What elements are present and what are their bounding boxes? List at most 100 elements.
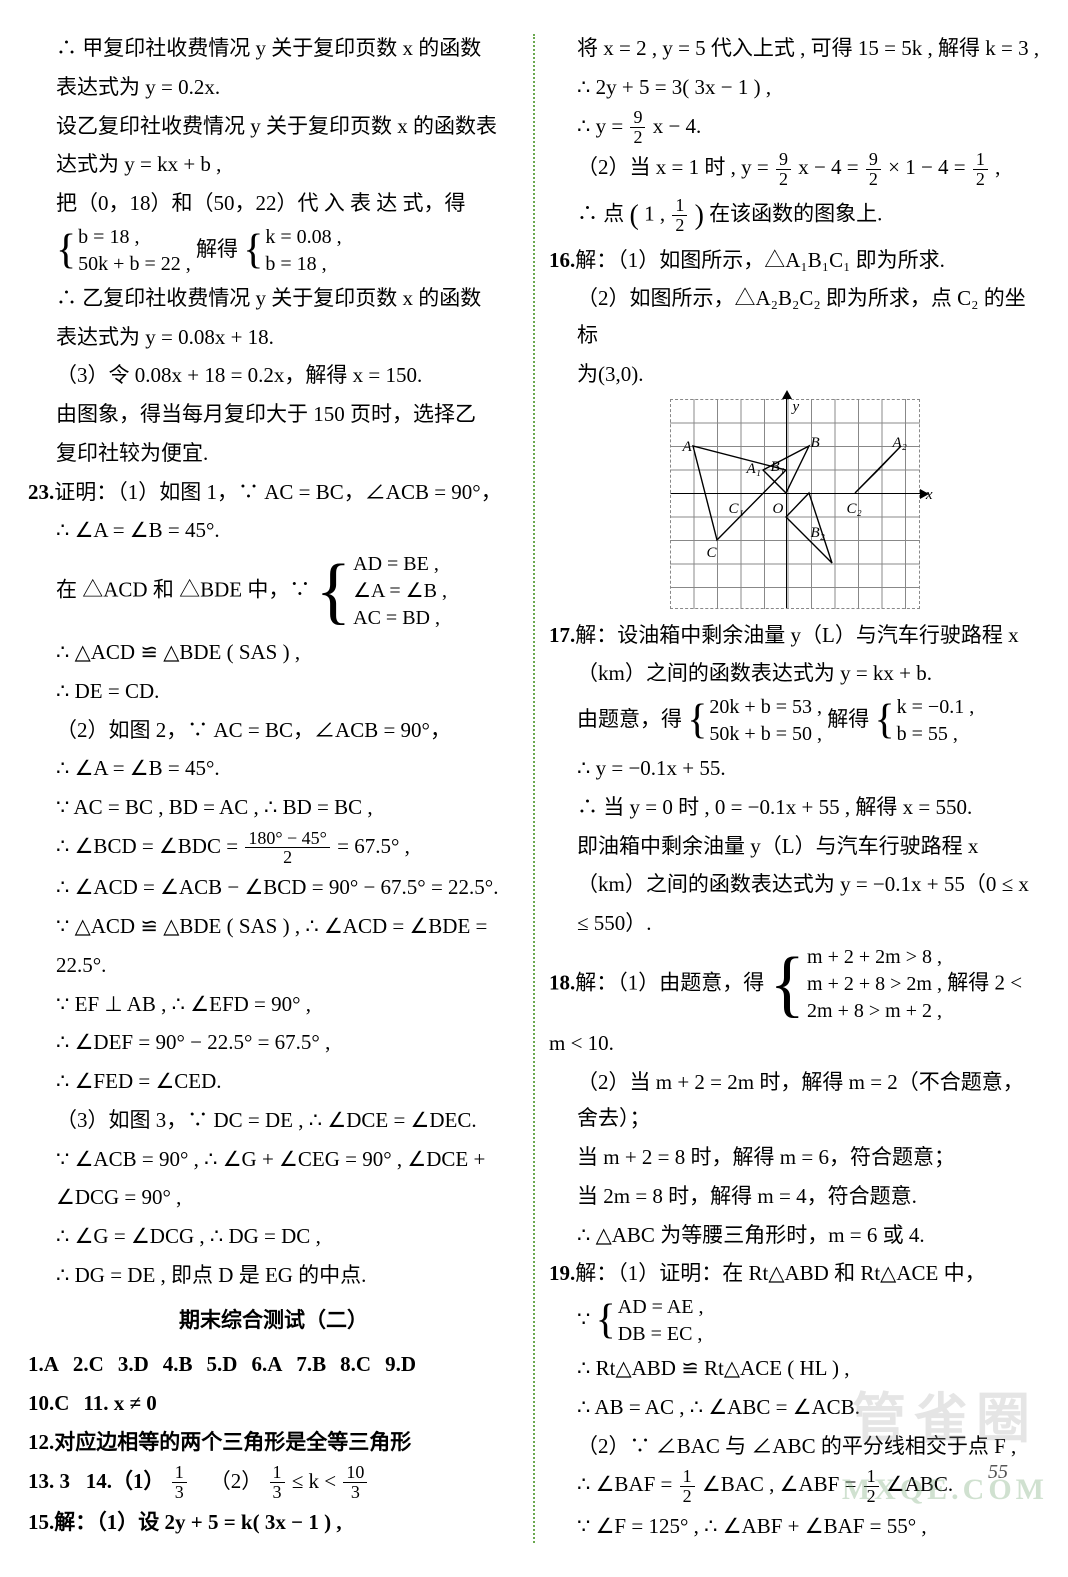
text: ∴ ∠DEF = 90° − 22.5° = 67.5° , bbox=[28, 1024, 519, 1061]
q16: 16.解：（1）如图所示，△A₁B₁C₁ 即为所求. bbox=[549, 242, 1040, 279]
text: 设乙复印社收费情况 y 关于复印页数 x 的函数表 bbox=[28, 108, 519, 145]
text: ∵ ∠F = 125° , ∴ ∠ABF + ∠BAF = 55° , bbox=[549, 1508, 1040, 1545]
ans: 8.C bbox=[340, 1346, 371, 1383]
text: ∴ ∠BCD = ∠BDC = 180° − 45°2 = 67.5° , bbox=[28, 828, 519, 868]
text: 达式为 y = kx + b , bbox=[28, 146, 519, 183]
text: （3）令 0.08x + 18 = 0.2x，解得 x = 150. bbox=[28, 357, 519, 394]
text: 将 x = 2 , y = 5 代入上式 , 可得 15 = 5k , 解得 k… bbox=[549, 30, 1040, 67]
coordinate-grid-figure: y x O A B₁ C A₁ B C₁ A₂ B₂ C₂ bbox=[670, 399, 920, 609]
text: ∴ DE = CD. bbox=[28, 673, 519, 710]
ans: 10.C bbox=[28, 1385, 69, 1422]
text: ∴ 2y + 5 = 3( 3x − 1 ) , bbox=[549, 69, 1040, 106]
text: （3）如图 3，∵ DC = DE , ∴ ∠DCE = ∠DEC. bbox=[28, 1102, 519, 1139]
text: ∴ △ABC 为等腰三角形时，m = 6 或 4. bbox=[549, 1217, 1040, 1254]
text: ∴ 当 y = 0 时 , 0 = −0.1x + 55 , 解得 x = 55… bbox=[549, 789, 1040, 826]
brace-icon: { bbox=[770, 944, 806, 1025]
page-number: 55 bbox=[988, 1455, 1008, 1490]
fraction: 13 bbox=[172, 1463, 187, 1502]
text: （km）之间的函数表达式为 y = kx + b. bbox=[549, 655, 1040, 692]
text: 为(3,0). bbox=[549, 356, 1040, 393]
page: ∴ 甲复印社收费情况 y 关于复印页数 x 的函数 表达式为 y = 0.2x.… bbox=[0, 0, 1068, 1577]
text: （2）当 x = 1 时 , y = 92 x − 4 = 92 × 1 − 4… bbox=[549, 149, 1040, 189]
axis-label: x bbox=[926, 482, 933, 508]
text: ∴ ∠BAF = 12 ∠BAC , ∠ABF = 12 ∠ABC. bbox=[549, 1466, 1040, 1506]
text: ∴ △ACD ≌ △BDE ( SAS ) , bbox=[28, 634, 519, 671]
fraction: 92 bbox=[630, 108, 645, 147]
ans: 7.B bbox=[296, 1346, 326, 1383]
q19: 19.解：（1）证明：在 Rt△ABD 和 Rt△ACE 中， bbox=[549, 1255, 1040, 1292]
text: ∠DCG = 90° , bbox=[28, 1179, 519, 1216]
pt-label: C₁ bbox=[729, 496, 744, 522]
text: ∴ 点 ( 1 , 12 ) 在该函数的图象上. bbox=[549, 191, 1040, 240]
pt-label: B bbox=[811, 430, 820, 456]
pt-label: A₁ bbox=[747, 456, 761, 482]
text: 表达式为 y = 0.2x. bbox=[28, 69, 519, 106]
pt-label: C bbox=[707, 540, 717, 566]
text: ∴ AB = AC , ∴ ∠ABC = ∠ACB. bbox=[549, 1389, 1040, 1426]
pt-label: B₂ bbox=[811, 520, 825, 546]
text: 即油箱中剩余油量 y（L）与汽车行驶路程 x bbox=[549, 828, 1040, 865]
text: 22.5°. bbox=[28, 947, 519, 984]
text: ∴ ∠BCD = ∠BDC = bbox=[56, 834, 238, 858]
text: ∴ y = 92 x − 4. bbox=[549, 108, 1040, 148]
ans: 15.解：（1）设 2y + 5 = k( 3x − 1 ) , bbox=[28, 1504, 519, 1541]
eq: k = 0.08 , bbox=[265, 224, 341, 251]
pt-label: B₁ bbox=[771, 454, 785, 480]
q18: 18.解：（1）由题意，得 { m + 2 + 2m > 8 , m + 2 +… bbox=[549, 944, 1040, 1062]
ans: 14.（1） bbox=[86, 1469, 165, 1493]
qnum: 23. bbox=[28, 480, 54, 504]
fraction: 103 bbox=[343, 1463, 367, 1502]
text: 当 m + 2 = 8 时，解得 m = 6，符合题意； bbox=[549, 1139, 1040, 1176]
ans: 6.A bbox=[251, 1346, 282, 1383]
eq: 50k + b = 22 , bbox=[78, 251, 191, 278]
text: （km）之间的函数表达式为 y = −0.1x + 55（0 ≤ x bbox=[549, 866, 1040, 903]
left-column: ∴ 甲复印社收费情况 y 关于复印页数 x 的函数 表达式为 y = 0.2x.… bbox=[28, 30, 533, 1547]
ans: 2.C bbox=[73, 1346, 104, 1383]
ans: 1.A bbox=[28, 1346, 59, 1383]
ans: 11. x ≠ 0 bbox=[83, 1385, 156, 1422]
text: ∵ AC = BC , BD = AC , ∴ BD = BC , bbox=[28, 789, 519, 826]
brace-icon: { bbox=[687, 694, 707, 748]
text: ∵ △ACD ≌ △BDE ( SAS ) , ∴ ∠ACD = ∠BDE = bbox=[28, 908, 519, 945]
text: ∵ EF ⊥ AB , ∴ ∠EFD = 90° , bbox=[28, 986, 519, 1023]
text: ∴ 甲复印社收费情况 y 关于复印页数 x 的函数 bbox=[28, 30, 519, 67]
eq: b = 18 , bbox=[265, 251, 341, 278]
text: 当 2m = 8 时，解得 m = 4，符合题意. bbox=[549, 1178, 1040, 1215]
triangles-svg bbox=[671, 400, 921, 610]
text: 表达式为 y = 0.08x + 18. bbox=[28, 319, 519, 356]
text: ∵ ∠ACB = 90° , ∴ ∠G + ∠CEG = 90° , ∠DCE … bbox=[28, 1141, 519, 1178]
text: ∴ Rt△ABD ≌ Rt△ACE ( HL ) , bbox=[549, 1350, 1040, 1387]
q23: 23.证明：（1）如图 1，∵ AC = BC，∠ACB = 90°， bbox=[28, 474, 519, 511]
brace-icon: { bbox=[243, 224, 263, 278]
eq: ∠A = ∠B , bbox=[353, 578, 447, 605]
brace-icon: { bbox=[874, 694, 894, 748]
text: ∴ DG = DE , 即点 D 是 EG 的中点. bbox=[28, 1257, 519, 1294]
eq: AD = BE , bbox=[353, 551, 447, 578]
text: = 67.5° , bbox=[337, 834, 410, 858]
ans: 9.D bbox=[385, 1346, 416, 1383]
text: ≤ k < bbox=[292, 1469, 336, 1493]
text: ∴ ∠G = ∠DCG , ∴ DG = DC , bbox=[28, 1218, 519, 1255]
ans: 12.对应边相等的两个三角形是全等三角形 bbox=[28, 1424, 519, 1461]
system-eqs: 由题意，得 { 20k + b = 53 ,50k + b = 50 , 解得 … bbox=[549, 694, 1040, 748]
fraction: 13 bbox=[270, 1463, 285, 1502]
text: ∴ ∠FED = ∠CED. bbox=[28, 1063, 519, 1100]
ans: 13. 3 bbox=[28, 1469, 70, 1493]
text: （2）如图 2，∵ AC = BC，∠ACB = 90°， bbox=[28, 712, 519, 749]
text: （2）如图所示，△A₂B₂C₂ 即为所求，点 C₂ 的坐标 bbox=[549, 280, 1040, 354]
ans: 5.D bbox=[207, 1346, 238, 1383]
text: ∴ ∠ACD = ∠ACB − ∠BCD = 90° − 67.5° = 22.… bbox=[28, 869, 519, 906]
text: 把（0，18）和（50，22）代 入 表 达 式，得 bbox=[28, 185, 519, 222]
text: ∴ ∠A = ∠B = 45°. bbox=[28, 750, 519, 787]
text: ∴ 乙复印社收费情况 y 关于复印页数 x 的函数 bbox=[28, 280, 519, 317]
brace-icon: { bbox=[596, 1294, 616, 1348]
right-column: 将 x = 2 , y = 5 代入上式 , 可得 15 = 5k , 解得 k… bbox=[535, 30, 1040, 1547]
pt-label: A₂ bbox=[893, 430, 907, 456]
answers-row: 1.A 2.C 3.D 4.B 5.D 6.A 7.B 8.C 9.D bbox=[28, 1346, 519, 1383]
ans: 3.D bbox=[118, 1346, 149, 1383]
text: （2）当 m + 2 = 2m 时，解得 m = 2（不合题意，舍去）； bbox=[549, 1064, 1040, 1138]
cond-block: ∵ { AD = AE ,DB = EC , bbox=[549, 1294, 1040, 1348]
text: 解得 bbox=[196, 237, 238, 261]
text: 由图象，得当每月复印大于 150 页时，选择乙 bbox=[28, 396, 519, 433]
cond-block: 在 △ACD 和 △BDE 中，∵ { AD = BE , ∠A = ∠B , … bbox=[28, 551, 519, 632]
